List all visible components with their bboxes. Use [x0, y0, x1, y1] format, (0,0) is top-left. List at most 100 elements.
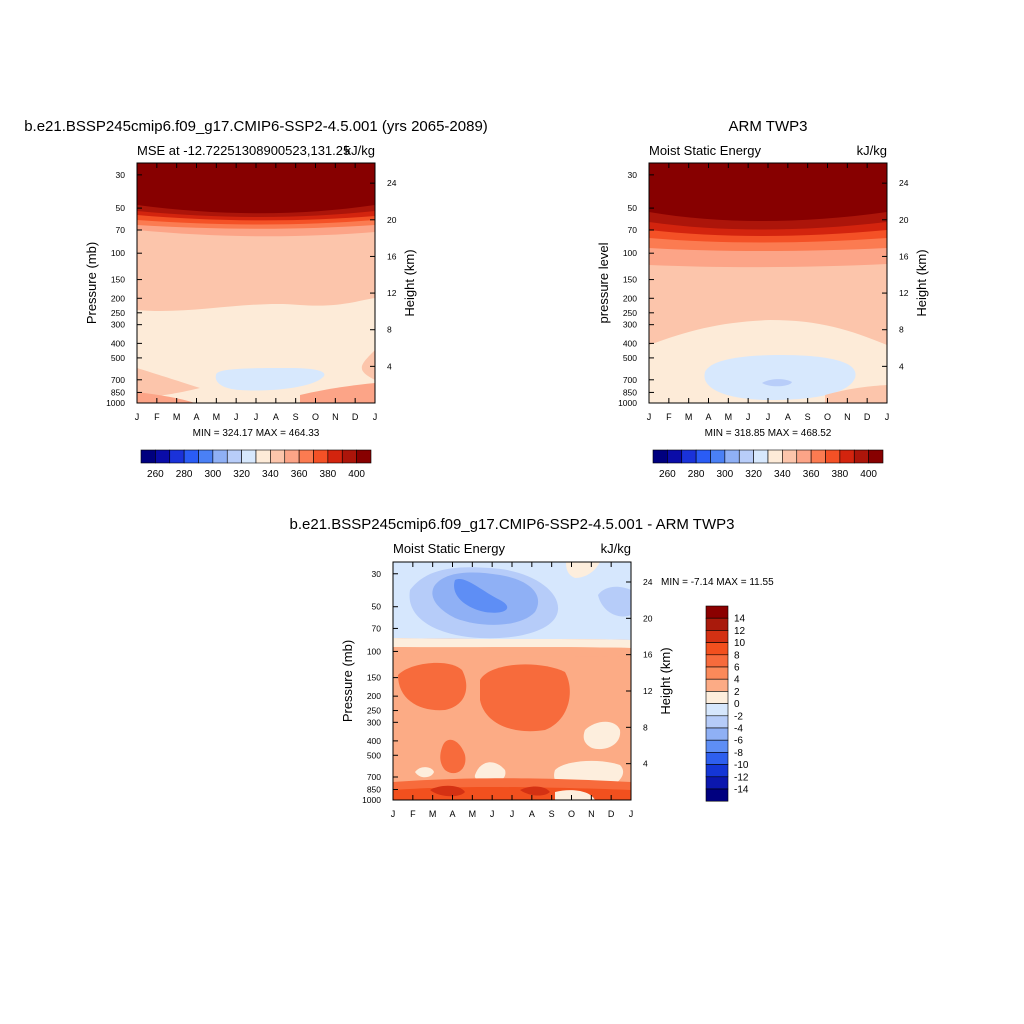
h-tick-label: 20 [643, 613, 653, 623]
colorbar-swatch [183, 449, 199, 464]
p-tick-label: 400 [367, 736, 381, 746]
h-axis-difference: 4 8 12 16 20 24 [626, 577, 653, 769]
x-tick-label: M [429, 809, 437, 819]
y-right-label-obs: Height (km) [914, 249, 929, 316]
colorbar-swatch [705, 642, 729, 656]
p-tick-label: 700 [111, 375, 125, 385]
y-label-difference: Pressure (mb) [340, 640, 355, 722]
colorbar-label: 260 [659, 469, 676, 480]
colorbar-label: 320 [233, 469, 250, 480]
title-model: b.e21.BSSP245cmip6.f09_g17.CMIP6-SSP2-4.… [24, 118, 488, 135]
colorbar-label: 0 [734, 699, 740, 710]
p-tick-label: 250 [111, 308, 125, 318]
p-tick-label: 850 [623, 387, 637, 397]
colorbar-label: 300 [205, 469, 222, 480]
p-tick-label: 500 [367, 750, 381, 760]
colorbar-label: 260 [147, 469, 164, 480]
x-tick-label: A [449, 809, 455, 819]
x-tick-label: J [647, 412, 652, 422]
h-axis-model: 4 8 12 16 20 24 [370, 178, 397, 371]
p-tick-label: 150 [623, 275, 637, 285]
colorbar-swatch [652, 449, 668, 464]
p-tick-label: 50 [628, 203, 638, 213]
colorbar-swatch [796, 449, 812, 464]
colorbar-swatch [327, 449, 343, 464]
p-tick-label: 150 [111, 275, 125, 285]
p-tick-label: 50 [116, 203, 126, 213]
x-tick-label: M [173, 412, 181, 422]
subtitle-right-model: kJ/kg [345, 143, 375, 158]
x-tick-label: F [154, 412, 160, 422]
p-tick-label: 100 [623, 248, 637, 258]
h-tick-label: 16 [387, 251, 397, 261]
subtitle-left-difference: Moist Static Energy [393, 541, 505, 556]
h-tick-label: 8 [643, 722, 648, 732]
x-tick-label: F [666, 412, 672, 422]
y-label-model: Pressure (mb) [84, 242, 99, 324]
colorbar-model: 260 280 300 320 340 360 380 400 [140, 449, 372, 480]
p-tick-label: 200 [111, 293, 125, 303]
colorbar-label: 380 [320, 469, 337, 480]
p-tick-label: 700 [367, 772, 381, 782]
colorbar-swatch [298, 449, 314, 464]
colorbar-label: 400 [348, 469, 365, 480]
h-tick-label: 24 [387, 178, 397, 188]
colorbar-swatch [255, 449, 271, 464]
colorbar-label: -8 [734, 748, 743, 759]
colorbar-swatch [705, 727, 729, 741]
x-tick-label: F [410, 809, 416, 819]
p-tick-label: 400 [623, 338, 637, 348]
x-tick-label: S [805, 412, 811, 422]
colorbar-label: 300 [717, 469, 734, 480]
h-tick-label: 12 [387, 288, 397, 298]
p-tick-label: 500 [111, 353, 125, 363]
h-tick-label: 24 [643, 577, 653, 587]
colorbar-label: 280 [176, 469, 193, 480]
colorbar-swatch [705, 691, 729, 704]
colorbar-swatch [705, 617, 729, 631]
p-tick-label: 300 [367, 717, 381, 727]
contour-field-obs [649, 163, 887, 403]
y-right-label-model: Height (km) [402, 249, 417, 316]
colorbar-label: 380 [832, 469, 849, 480]
colorbar-swatch [705, 630, 729, 643]
x-tick-label: J [490, 809, 495, 819]
subtitle-right-obs: kJ/kg [857, 143, 887, 158]
colorbar-swatch [270, 449, 286, 464]
colorbar-swatch [705, 752, 729, 765]
p-tick-label: 70 [628, 225, 638, 235]
x-tick-label: A [785, 412, 791, 422]
colorbar-label: 8 [734, 650, 740, 661]
y-right-label-difference: Height (km) [658, 647, 673, 714]
colorbar-swatch [681, 449, 697, 464]
p-tick-label: 50 [372, 602, 382, 612]
x-tick-label: D [608, 809, 615, 819]
colorbar-label: 280 [688, 469, 705, 480]
x-tick-label: O [824, 412, 831, 422]
colorbar-swatch [868, 449, 884, 464]
colorbar-label: 360 [803, 469, 820, 480]
subtitle-left-model: MSE at -12.72251308900523,131.25 [137, 143, 350, 158]
h-tick-label: 16 [899, 251, 909, 261]
p-tick-label: 300 [623, 320, 637, 330]
p-tick-label: 100 [367, 646, 381, 656]
colorbar-swatch [782, 449, 798, 464]
x-tick-label: J [766, 412, 771, 422]
colorbar-swatch [705, 764, 729, 778]
colorbar-swatch [284, 449, 300, 464]
colorbar-swatch [705, 788, 729, 802]
x-tick-label: N [844, 412, 851, 422]
colorbar-swatch [356, 449, 372, 464]
colorbar-label: 2 [734, 687, 740, 698]
colorbar-swatch [226, 449, 242, 464]
p-tick-label: 70 [116, 225, 126, 235]
p-tick-label: 850 [367, 785, 381, 795]
p-tick-label: 150 [367, 673, 381, 683]
p-tick-label: 200 [367, 691, 381, 701]
colorbar-label: 14 [734, 614, 746, 625]
x-tick-label: D [352, 412, 359, 422]
